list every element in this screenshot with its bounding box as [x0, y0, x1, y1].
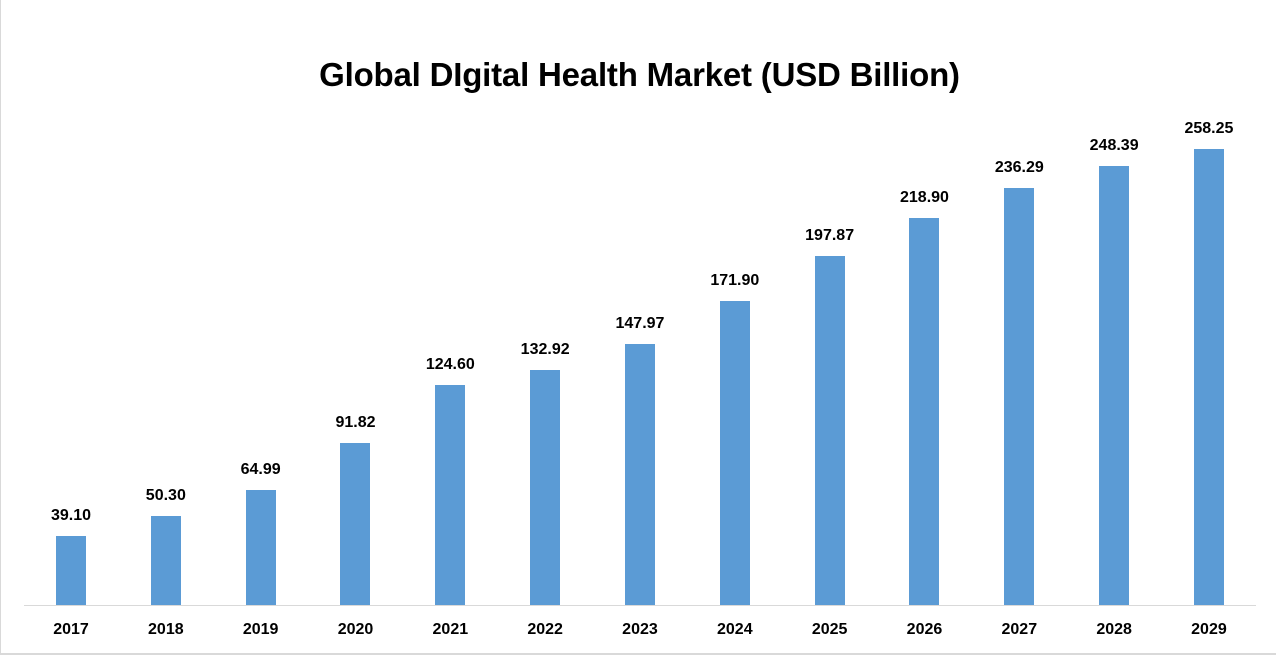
data-label-2017: 39.10	[50, 506, 92, 524]
data-label-2020: 91.82	[335, 413, 376, 431]
x-tick-label-2028: 2028	[1096, 621, 1132, 638]
x-tick-label-2020: 2020	[337, 621, 374, 638]
bar-2024	[719, 301, 750, 605]
chart-title: Global DIgital Health Market (USD Billio…	[319, 56, 960, 93]
bar-2023	[624, 343, 655, 605]
x-tick-label-2029: 2029	[1191, 621, 1227, 638]
data-label-2022: 132.92	[520, 341, 570, 359]
x-tick-label-2024: 2024	[717, 621, 753, 638]
bar-2025	[814, 255, 845, 605]
x-axis-line	[24, 605, 1256, 606]
data-label-2027: 236.29	[994, 158, 1044, 176]
data-label-2028: 248.39	[1089, 137, 1139, 155]
bar-2027	[1004, 187, 1035, 605]
bar-2020	[340, 442, 371, 605]
bar-2021	[435, 384, 466, 605]
data-label-2026: 218.90	[900, 189, 949, 207]
x-tick-label-2019: 2019	[242, 621, 279, 638]
data-label-2025: 197.87	[805, 226, 855, 244]
data-label-2018: 50.30	[145, 487, 186, 505]
data-label-2023: 147.97	[615, 314, 665, 332]
x-tick-label-2017: 2017	[53, 621, 89, 638]
x-tick-label-2026: 2026	[906, 621, 943, 638]
bar-2018	[150, 516, 181, 605]
bar-2029	[1193, 149, 1224, 605]
bar-2028	[1099, 166, 1130, 605]
data-label-2021: 124.60	[425, 355, 475, 373]
data-label-2019: 64.99	[240, 461, 281, 479]
bar-2022	[530, 370, 561, 605]
bar-2026	[909, 218, 940, 605]
x-tick-label-2021: 2021	[432, 621, 469, 638]
bar-2017	[56, 535, 86, 605]
data-label-2024: 171.90	[710, 272, 760, 290]
x-tick-label-2025: 2025	[811, 621, 848, 638]
x-tick-label-2018: 2018	[148, 621, 184, 638]
bar-2019	[245, 490, 276, 605]
data-label-2029: 258.25	[1184, 120, 1234, 137]
x-tick-label-2023: 2023	[622, 621, 658, 638]
x-tick-label-2027: 2027	[1001, 621, 1038, 638]
x-tick-label-2022: 2022	[527, 621, 563, 638]
